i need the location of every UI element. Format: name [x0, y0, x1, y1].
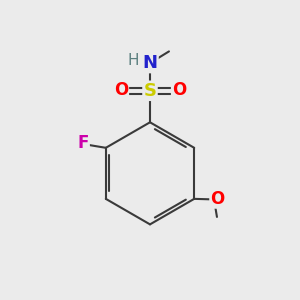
- Text: O: O: [210, 190, 225, 208]
- Text: F: F: [77, 134, 89, 152]
- Text: O: O: [172, 81, 186, 99]
- Text: H: H: [127, 53, 139, 68]
- Text: O: O: [114, 81, 128, 99]
- Text: N: N: [142, 54, 158, 72]
- Text: S: S: [143, 82, 157, 100]
